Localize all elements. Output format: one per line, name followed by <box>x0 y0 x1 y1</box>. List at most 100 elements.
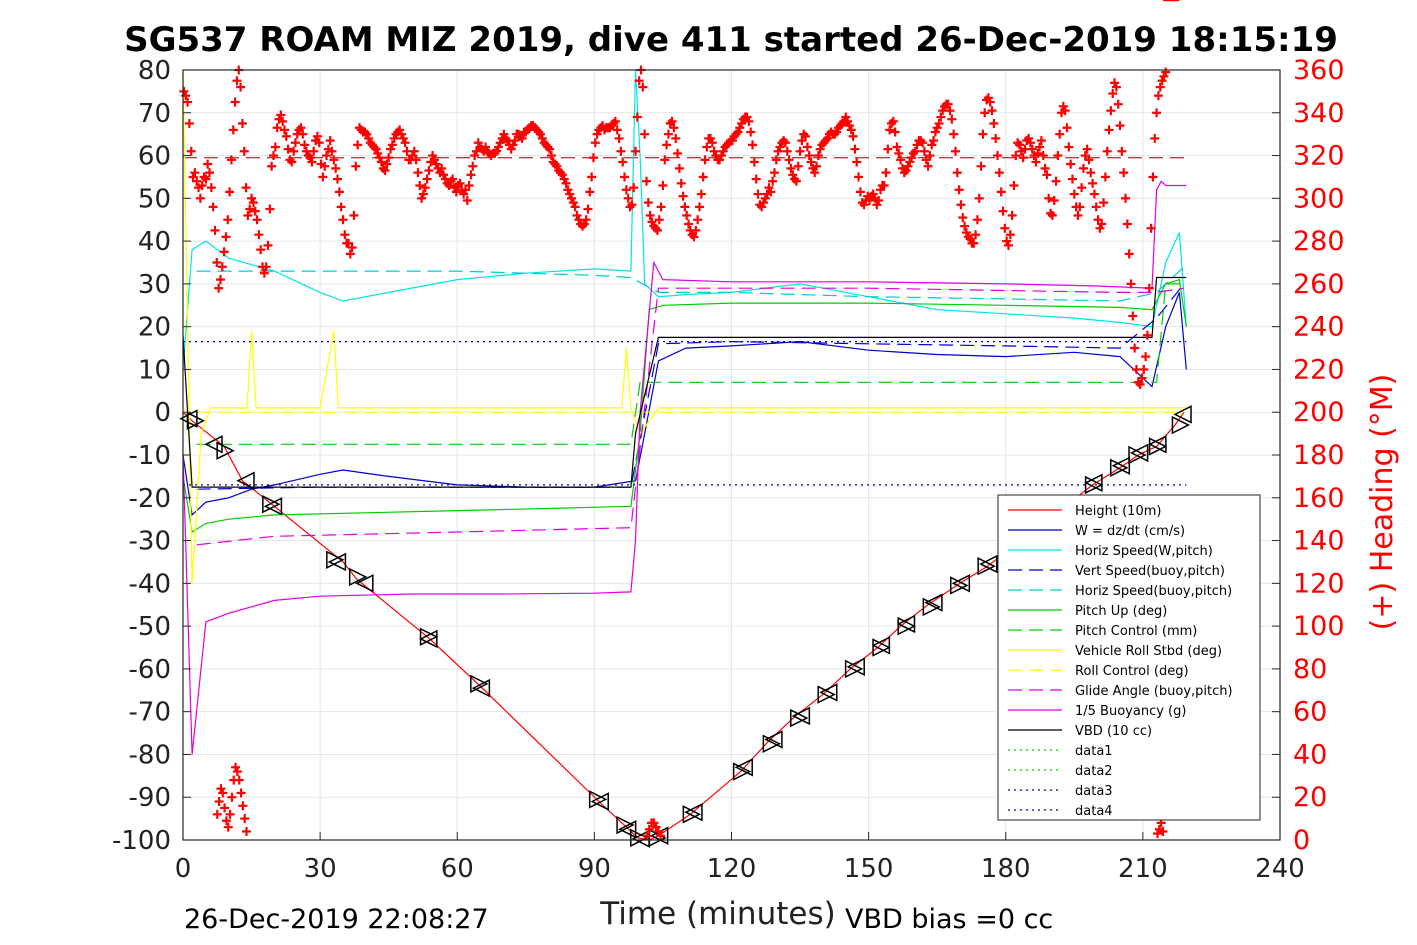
heading-point <box>347 243 357 253</box>
x-tick-label: 0 <box>175 854 192 884</box>
dive-marker <box>204 435 223 454</box>
heading-point <box>786 163 796 173</box>
heading-point <box>1069 189 1079 199</box>
y-tick-label: -80 <box>129 740 171 770</box>
heading-point <box>508 140 518 150</box>
y-right-tick-label: 300 <box>1293 183 1345 214</box>
heading-point <box>782 146 792 156</box>
heading-point <box>546 151 556 161</box>
heading-point <box>183 97 193 107</box>
heading-point <box>844 121 854 131</box>
heading-point <box>784 155 794 165</box>
heading-point <box>629 183 639 193</box>
heading-point <box>623 193 633 203</box>
heading-point <box>695 202 705 212</box>
heading-point <box>987 106 997 116</box>
heading-point <box>872 200 882 210</box>
heading-point <box>696 189 706 199</box>
heading-point <box>791 176 801 186</box>
heading-point <box>269 151 279 161</box>
series-layer <box>182 69 1189 841</box>
heading-point <box>466 170 476 180</box>
heading-point <box>793 161 803 171</box>
heading-point <box>775 142 785 152</box>
heading-layer <box>179 0 1180 841</box>
x-tick-label: 240 <box>1255 854 1305 884</box>
heading-point <box>1055 129 1065 139</box>
heading-point <box>1102 146 1112 156</box>
heading-point <box>1047 210 1057 220</box>
y-tick-label: -30 <box>129 527 171 557</box>
x-ticks: 0 30 60 90 120 150 180 210 240 <box>175 832 1305 884</box>
heading-point <box>806 157 816 167</box>
heading-point <box>888 116 898 126</box>
heading-point <box>643 198 653 208</box>
heading-point <box>395 125 405 135</box>
heading-point <box>1095 223 1105 233</box>
y-tick-label: 0 <box>154 398 171 428</box>
y-tick-label: 20 <box>138 313 171 343</box>
heading-point <box>1144 283 1154 293</box>
heading-point <box>667 116 677 126</box>
heading-point <box>340 230 350 240</box>
heading-point <box>742 112 752 122</box>
heading-point <box>1088 178 1098 188</box>
heading-point <box>300 140 310 150</box>
heading-point <box>669 123 679 133</box>
heading-point <box>349 210 359 220</box>
y-right-tick-label: 40 <box>1293 739 1327 770</box>
heading-point <box>1053 151 1063 161</box>
heading-point <box>298 129 308 139</box>
heading-point <box>1044 193 1054 203</box>
heading-point <box>289 146 299 156</box>
heading-point <box>693 215 703 225</box>
heading-point <box>201 174 211 184</box>
heading-point <box>417 193 427 203</box>
heading-point <box>221 232 231 242</box>
heading-point <box>972 215 982 225</box>
heading-point <box>492 146 502 156</box>
x-tick-label: 180 <box>981 854 1031 884</box>
y-right-tick-label: 180 <box>1293 440 1345 471</box>
heading-point <box>214 797 224 806</box>
heading-point <box>225 809 235 819</box>
heading-point <box>459 189 469 199</box>
dive-marker <box>1084 473 1103 493</box>
heading-point <box>716 151 726 161</box>
heading-point <box>865 195 875 205</box>
heading-point <box>210 225 220 235</box>
footer-vbd-bias: VBD bias =0 cc <box>845 904 1053 935</box>
heading-point <box>698 172 708 182</box>
heading-point <box>812 161 822 171</box>
heading-point <box>998 206 1008 216</box>
heading-point <box>1153 829 1163 839</box>
heading-point <box>1038 151 1048 161</box>
heading-point <box>846 125 856 135</box>
heading-point <box>1141 352 1151 362</box>
series-line <box>182 278 1187 533</box>
heading-point <box>1009 181 1019 190</box>
dive-marker <box>817 685 836 704</box>
heading-point <box>351 161 361 171</box>
heading-point <box>737 118 747 128</box>
heading-point <box>225 187 235 197</box>
series-line <box>182 69 1187 584</box>
heading-point <box>1104 125 1114 135</box>
heading-point <box>903 161 913 171</box>
heading-point <box>658 181 668 190</box>
heading-point <box>735 123 745 133</box>
heading-point <box>662 140 672 150</box>
heading-point <box>256 245 266 255</box>
heading-point <box>813 151 823 161</box>
heading-point <box>621 185 631 195</box>
heading-point <box>1051 176 1061 186</box>
legend-label: VBD (10 cc) <box>1075 724 1152 739</box>
y-tick-label: -40 <box>129 569 171 599</box>
heading-point <box>705 133 715 143</box>
heading-point <box>950 146 960 156</box>
heading-point <box>389 133 399 143</box>
heading-point <box>411 155 421 165</box>
heading-point <box>314 138 324 148</box>
heading-point <box>243 210 253 220</box>
heading-point <box>309 146 319 156</box>
